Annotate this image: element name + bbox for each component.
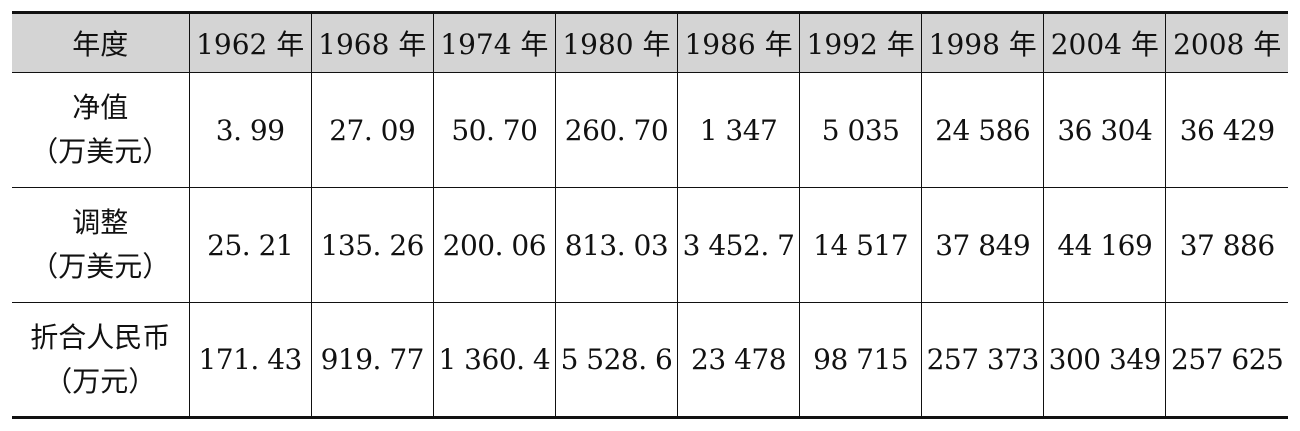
value-cell: 44 169 (1043, 187, 1166, 303)
value-cell: 23 478 (676, 302, 800, 419)
table-body: 净值 （万美元） 3. 99 27. 09 50. 70 260. 70 1 3… (12, 72, 1288, 419)
row-label-cell: 调整 （万美元） (12, 187, 190, 303)
value-cell: 27. 09 (310, 72, 434, 188)
data-table-container: 年度 1962 年 1968 年 1974 年 1980 年 1986 年 19… (12, 11, 1288, 419)
value-cell: 5 528. 6 (554, 302, 678, 419)
header-cell-1968: 1968 年 (310, 11, 434, 73)
value-cell: 25. 21 (188, 187, 312, 303)
table-header: 年度 1962 年 1968 年 1974 年 1980 年 1986 年 19… (12, 11, 1288, 73)
header-cell-1974: 1974 年 (432, 11, 556, 73)
table-row-rmb-equivalent: 折合人民币 （万元） 171. 43 919. 77 1 360. 4 5 52… (12, 302, 1288, 419)
header-cell-1980: 1980 年 (554, 11, 678, 73)
row-label-cell: 净值 （万美元） (12, 72, 190, 188)
header-cell-1992: 1992 年 (799, 11, 922, 73)
value-cell: 813. 03 (554, 187, 678, 303)
row-unit: （万美元） (30, 250, 171, 283)
value-cell: 37 886 (1165, 187, 1288, 303)
value-cell: 1 360. 4 (432, 302, 556, 419)
value-cell: 98 715 (799, 302, 922, 419)
data-table: 年度 1962 年 1968 年 1974 年 1980 年 1986 年 19… (12, 11, 1288, 419)
row-label-cell: 折合人民币 （万元） (12, 302, 190, 419)
header-cell-year-label: 年度 (12, 11, 190, 73)
value-cell: 919. 77 (310, 302, 434, 419)
value-cell: 36 429 (1165, 72, 1288, 188)
table-row-net-value: 净值 （万美元） 3. 99 27. 09 50. 70 260. 70 1 3… (12, 72, 1288, 188)
value-cell: 1 347 (676, 72, 800, 188)
row-unit: （万美元） (30, 135, 171, 168)
value-cell: 260. 70 (554, 72, 678, 188)
value-cell: 257 373 (921, 302, 1044, 419)
value-cell: 5 035 (799, 72, 922, 188)
value-cell: 14 517 (799, 187, 922, 303)
value-cell: 37 849 (921, 187, 1044, 303)
value-cell: 36 304 (1043, 72, 1166, 188)
header-cell-1998: 1998 年 (921, 11, 1044, 73)
value-cell: 24 586 (921, 72, 1044, 188)
header-cell-2008: 2008 年 (1165, 11, 1288, 73)
header-cell-1962: 1962 年 (188, 11, 312, 73)
value-cell: 3. 99 (188, 72, 312, 188)
table-row-adjusted: 调整 （万美元） 25. 21 135. 26 200. 06 813. 03 … (12, 187, 1288, 303)
value-cell: 257 625 (1165, 302, 1288, 419)
header-cell-2004: 2004 年 (1043, 11, 1166, 73)
value-cell: 171. 43 (188, 302, 312, 419)
value-cell: 3 452. 7 (676, 187, 800, 303)
value-cell: 50. 70 (432, 72, 556, 188)
row-label: 折合人民币 (30, 320, 171, 354)
value-cell: 300 349 (1043, 302, 1166, 419)
header-cell-1986: 1986 年 (676, 11, 800, 73)
value-cell: 135. 26 (310, 187, 434, 303)
header-row: 年度 1962 年 1968 年 1974 年 1980 年 1986 年 19… (12, 11, 1288, 73)
row-unit: （万元） (44, 364, 157, 398)
row-label: 净值 (72, 91, 129, 124)
row-label: 调整 (72, 206, 129, 239)
value-cell: 200. 06 (432, 187, 556, 303)
